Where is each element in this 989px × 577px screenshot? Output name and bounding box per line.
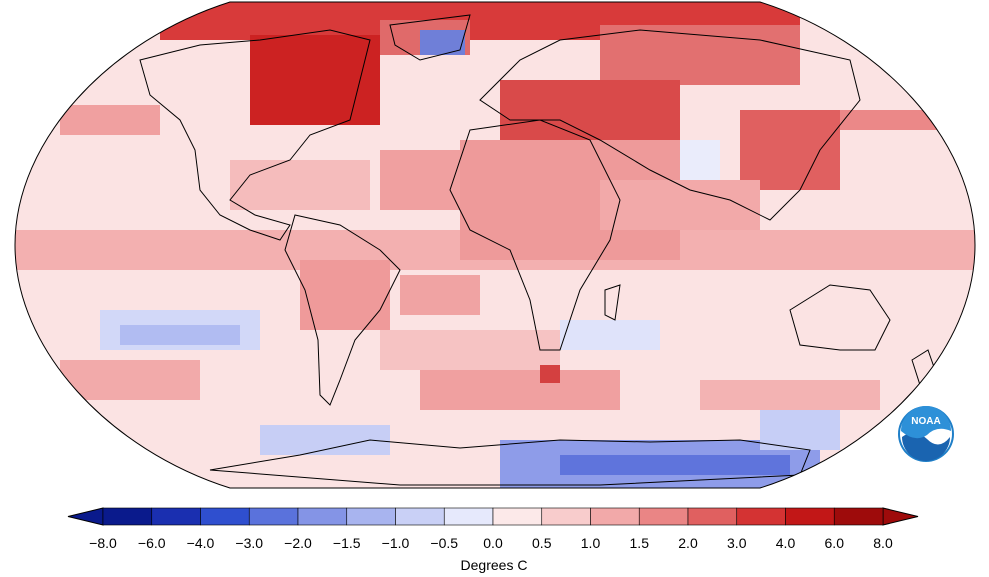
colorbar-tick-label: 1.0 bbox=[580, 535, 601, 551]
map-panel: NOAA bbox=[14, 1, 976, 489]
colorbar-bin bbox=[736, 507, 786, 526]
colorbar-max-arrow bbox=[882, 507, 919, 526]
colorbar-tick-label: −3.0 bbox=[235, 535, 264, 551]
colorbar-bin bbox=[443, 507, 494, 526]
anomaly-patch bbox=[230, 160, 370, 210]
colorbar-tick-label: −1.5 bbox=[332, 535, 361, 551]
anomaly-patch bbox=[700, 380, 880, 410]
colorbar-unit-label: Degrees C bbox=[460, 557, 528, 573]
noaa-logo-icon: NOAA bbox=[898, 406, 954, 462]
anomaly-patch bbox=[120, 325, 240, 345]
anomaly-patch bbox=[740, 110, 840, 190]
logo-text: NOAA bbox=[911, 416, 940, 427]
madagascar-outline bbox=[604, 284, 621, 321]
colorbar-tick-label: 0.0 bbox=[483, 535, 503, 551]
colorbar-tick-label: 6.0 bbox=[824, 535, 844, 551]
colorbar-tick-label: −8.0 bbox=[89, 535, 117, 551]
greenland-outline bbox=[389, 14, 471, 61]
colorbar-bin bbox=[785, 507, 835, 526]
colorbar-bin bbox=[395, 507, 445, 526]
anomaly-patch bbox=[560, 320, 660, 350]
colorbar-min-arrow bbox=[67, 507, 104, 526]
anomaly-patch bbox=[760, 410, 840, 450]
eurasia-outline bbox=[479, 29, 861, 221]
colorbar-tick-label: −0.5 bbox=[430, 535, 459, 551]
colorbar-tick-label: 8.0 bbox=[873, 535, 893, 551]
colorbar-bin bbox=[102, 507, 153, 526]
colorbar-tick-label: −6.0 bbox=[137, 535, 166, 551]
anomaly-patch bbox=[420, 30, 465, 55]
colorbar-bin bbox=[151, 507, 201, 526]
colorbar-tick-label: −1.0 bbox=[381, 535, 410, 551]
anomaly-patch bbox=[380, 330, 560, 370]
anomaly-patch bbox=[540, 365, 560, 383]
antarctica-outline bbox=[209, 439, 811, 486]
colorbar bbox=[67, 507, 919, 526]
colorbar-bin bbox=[248, 507, 299, 526]
colorbar-bin bbox=[346, 507, 396, 526]
colorbar-tick-label: 4.0 bbox=[775, 535, 796, 551]
anomaly-patch bbox=[250, 35, 380, 125]
anomaly-field bbox=[15, 2, 975, 488]
colorbar-bin bbox=[687, 507, 738, 526]
colorbar-tick-label: −2.0 bbox=[284, 535, 312, 551]
colorbar-tick-label: 0.5 bbox=[532, 535, 552, 551]
africa-outline bbox=[449, 119, 621, 351]
australia-outline bbox=[789, 284, 891, 351]
anomaly-patch bbox=[560, 455, 790, 475]
anomaly-patch bbox=[600, 25, 800, 85]
continent-outlines bbox=[139, 14, 936, 486]
colorbar-bin bbox=[297, 507, 348, 526]
colorbar-tick-label: 1.5 bbox=[629, 535, 649, 551]
anomaly-patch bbox=[420, 370, 620, 410]
colorbar-bin bbox=[590, 507, 640, 526]
anomaly-patch bbox=[60, 105, 160, 135]
colorbar-bin bbox=[833, 507, 884, 526]
north-america-outline bbox=[139, 29, 371, 241]
anomaly-patch bbox=[500, 80, 680, 150]
anomaly-patch bbox=[60, 360, 200, 400]
colorbar-bin bbox=[638, 507, 689, 526]
colorbar-bin bbox=[200, 507, 250, 526]
colorbar-tick-label: 3.0 bbox=[727, 535, 747, 551]
colorbar-tick-label: −4.0 bbox=[186, 535, 215, 551]
colorbar-bin bbox=[492, 507, 543, 526]
temperature-anomaly-map bbox=[14, 1, 976, 489]
anomaly-patch bbox=[400, 275, 480, 315]
anomaly-patch bbox=[840, 110, 970, 130]
colorbar-tick-label: 2.0 bbox=[678, 535, 698, 551]
anomaly-patch bbox=[600, 180, 760, 230]
anomaly-patch bbox=[680, 140, 720, 180]
south-america-outline bbox=[284, 214, 401, 406]
anomaly-patch bbox=[300, 260, 390, 330]
colorbar-bin bbox=[541, 507, 591, 526]
map-frame bbox=[14, 1, 976, 489]
